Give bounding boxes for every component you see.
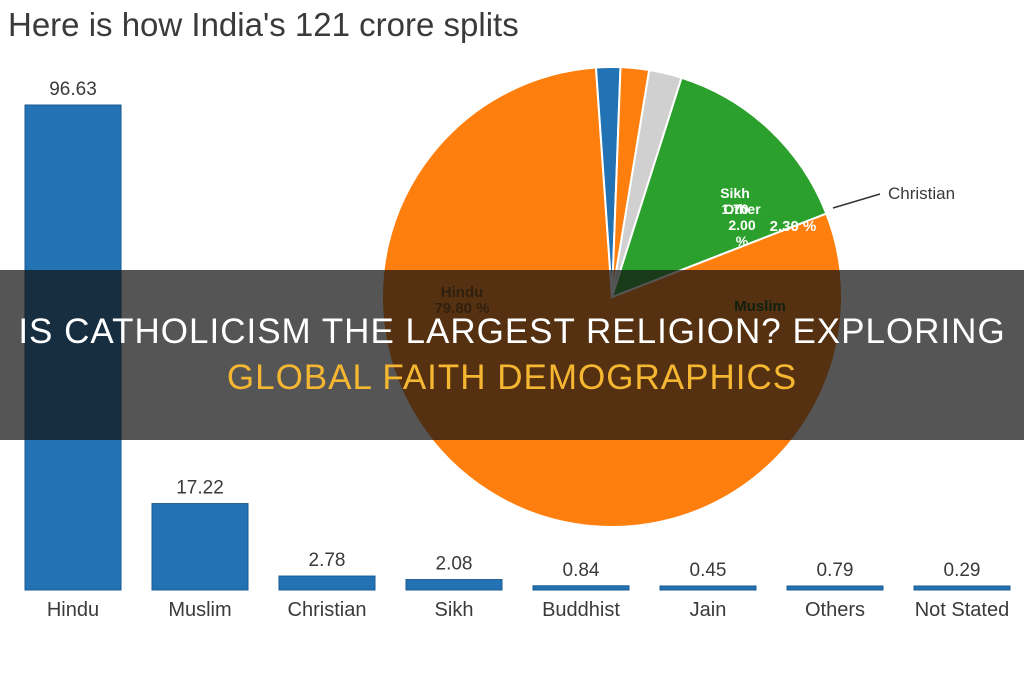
pie-label-sikh: Sikh (720, 185, 750, 201)
bar-category-label: Muslim (168, 599, 231, 621)
pie-label-christian: 2.30 % (770, 218, 817, 235)
bar-value-label: 2.78 (309, 550, 346, 571)
bar-buddhist (532, 585, 630, 591)
bar-value-label: 0.29 (944, 560, 981, 581)
bar-not-stated (913, 585, 1011, 591)
callout-line (832, 193, 881, 209)
headline-banner: IS CATHOLICISM THE LARGEST RELIGION? EXP… (0, 270, 1024, 440)
headline-line-2: GLOBAL FAITH DEMOGRAPHICS (226, 358, 798, 397)
pie-slice-muslim (610, 76, 828, 299)
bar-muslim (151, 503, 249, 591)
pie-label-other: Other (723, 201, 761, 217)
bar-others (786, 585, 884, 591)
bar-category-label: Buddhist (542, 599, 620, 621)
bar-value-label: 0.79 (817, 560, 854, 581)
bar-category-label: Others (805, 599, 865, 621)
pie-label-other: 2.00 (728, 217, 755, 233)
bar-value-label: 0.84 (563, 560, 600, 581)
bar-sikh (405, 579, 503, 591)
bar-value-label: 2.08 (436, 554, 473, 575)
chart-title: Here is how India's 121 crore splits (8, 6, 519, 43)
bar-value-label: 17.22 (176, 478, 224, 499)
headline-line-1: IS CATHOLICISM THE LARGEST RELIGION? EXP… (18, 312, 1006, 351)
pie-label-other: % (736, 233, 749, 249)
bar-category-label: Sikh (435, 599, 474, 621)
bar-category-label: Not Stated (915, 599, 1010, 621)
bar-jain (659, 585, 757, 591)
callout-label-christian: Christian (888, 184, 955, 203)
bar-category-label: Hindu (47, 599, 99, 621)
pie-label-sikh: 1.70 (721, 201, 748, 217)
bar-christian (278, 575, 376, 591)
bar-value-label: 0.45 (690, 560, 727, 581)
bar-category-label: Jain (690, 599, 727, 621)
bar-category-label: Christian (288, 599, 367, 621)
bar-value-label: 96.63 (49, 79, 97, 100)
